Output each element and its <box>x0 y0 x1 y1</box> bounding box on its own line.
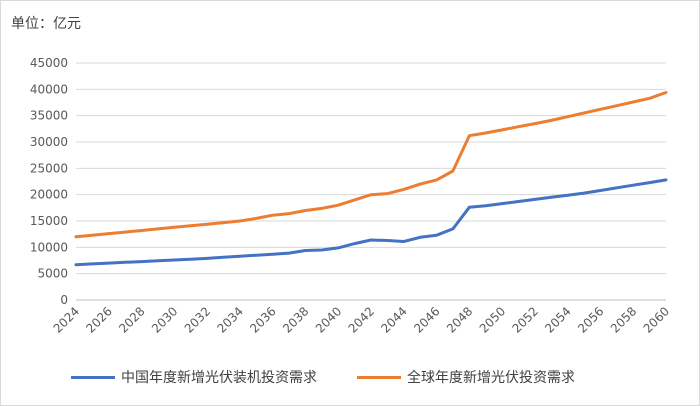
y-tick-label: 30000 <box>30 135 68 149</box>
x-tick-label: 2052 <box>510 304 541 335</box>
x-tick-label: 2054 <box>542 304 573 335</box>
legend-label-global: 全球年度新增光伏投资需求 <box>407 370 575 386</box>
legend-item-china: 中国年度新增光伏装机投资需求 <box>71 367 317 387</box>
unit-label: 单位：亿元 <box>11 16 81 32</box>
series-line-global <box>74 91 668 239</box>
y-tick-label: 5000 <box>37 267 68 281</box>
y-tick-label: 10000 <box>30 240 68 254</box>
x-tick-label: 2028 <box>116 304 147 335</box>
legend-label-china: 中国年度新增光伏装机投资需求 <box>121 370 317 386</box>
legend: 中国年度新增光伏装机投资需求 全球年度新增光伏投资需求 <box>71 367 575 387</box>
y-tick-label: 35000 <box>30 109 68 123</box>
y-tick-label: 45000 <box>30 56 68 70</box>
x-tick-label: 2048 <box>444 304 475 335</box>
x-tick-label: 2056 <box>575 304 606 335</box>
x-tick-label: 2060 <box>641 304 672 335</box>
x-tick-label: 2036 <box>247 304 278 335</box>
x-tick-label: 2040 <box>313 304 344 335</box>
x-tick-label: 2046 <box>411 304 442 335</box>
legend-swatch-global <box>357 375 401 379</box>
x-tick-label: 2058 <box>608 304 639 335</box>
x-tick-label: 2024 <box>51 304 82 335</box>
y-tick-label: 40000 <box>30 82 68 96</box>
x-tick-label: 2026 <box>83 304 114 335</box>
series-line-china <box>74 178 668 267</box>
x-tick-label: 2050 <box>477 304 508 335</box>
x-tick-label: 2038 <box>280 304 311 335</box>
legend-swatch-china <box>71 375 115 379</box>
y-tick-label: 25000 <box>30 161 68 175</box>
x-tick-label: 2042 <box>346 304 377 335</box>
y-tick-label: 20000 <box>30 188 68 202</box>
x-tick-label: 2030 <box>149 304 180 335</box>
x-tick-label: 2034 <box>215 304 246 335</box>
x-tick-label: 2044 <box>378 304 409 335</box>
y-tick-label: 0 <box>60 293 68 307</box>
legend-item-global: 全球年度新增光伏投资需求 <box>357 367 575 387</box>
x-tick-label: 2032 <box>182 304 213 335</box>
y-tick-label: 15000 <box>30 214 68 228</box>
